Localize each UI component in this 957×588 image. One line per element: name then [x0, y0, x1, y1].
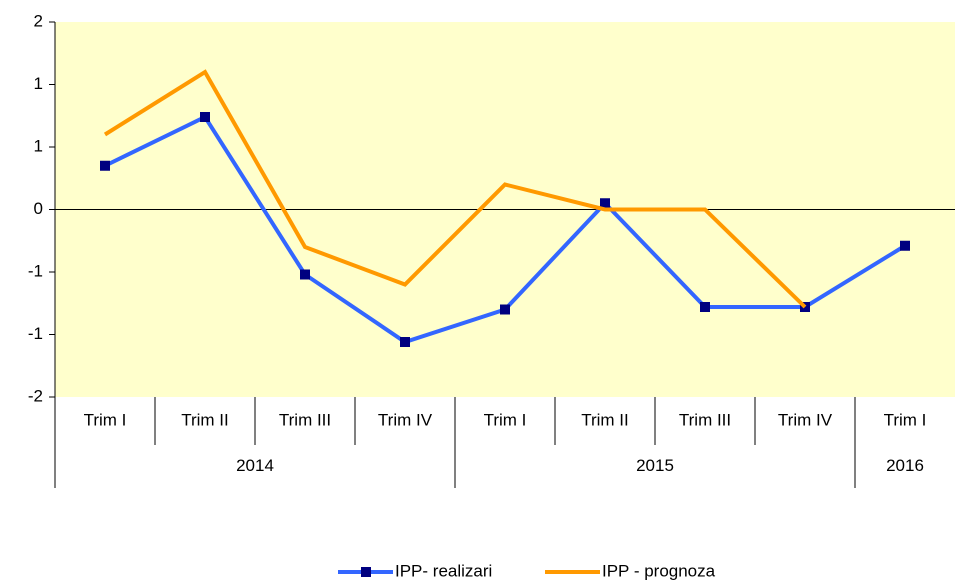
y-tick-label: -2	[28, 386, 43, 405]
legend-label: IPP- realizari	[395, 561, 492, 580]
x-tick-label: Trim I	[84, 410, 127, 429]
y-tick-label: -1	[28, 324, 43, 343]
y-tick-label: 0	[34, 199, 43, 218]
marker	[400, 337, 410, 347]
marker	[500, 304, 510, 315]
marker	[900, 240, 910, 251]
group-label: 2014	[236, 456, 274, 475]
x-tick-label: Trim I	[884, 410, 927, 429]
marker	[300, 269, 310, 280]
x-tick-label: Trim II	[181, 410, 229, 429]
legend-label: IPP - prognoza	[602, 561, 716, 580]
marker	[100, 160, 110, 171]
y-tick-label: 1	[34, 74, 43, 93]
legend-marker	[361, 567, 371, 577]
marker	[700, 302, 710, 312]
x-tick-label: Trim IV	[778, 410, 833, 429]
x-tick-label: Trim II	[581, 410, 629, 429]
marker	[600, 198, 610, 209]
y-tick-label: 2	[34, 11, 43, 30]
group-label: 2015	[636, 456, 674, 475]
marker	[200, 112, 210, 122]
group-label: 2016	[886, 456, 924, 475]
y-tick-label: 1	[34, 136, 43, 155]
x-tick-label: Trim III	[279, 410, 331, 429]
x-tick-label: Trim IV	[378, 410, 433, 429]
x-tick-label: Trim III	[679, 410, 731, 429]
y-tick-label: -1	[28, 261, 43, 280]
x-tick-label: Trim I	[484, 410, 527, 429]
series-line	[103, 69, 807, 309]
